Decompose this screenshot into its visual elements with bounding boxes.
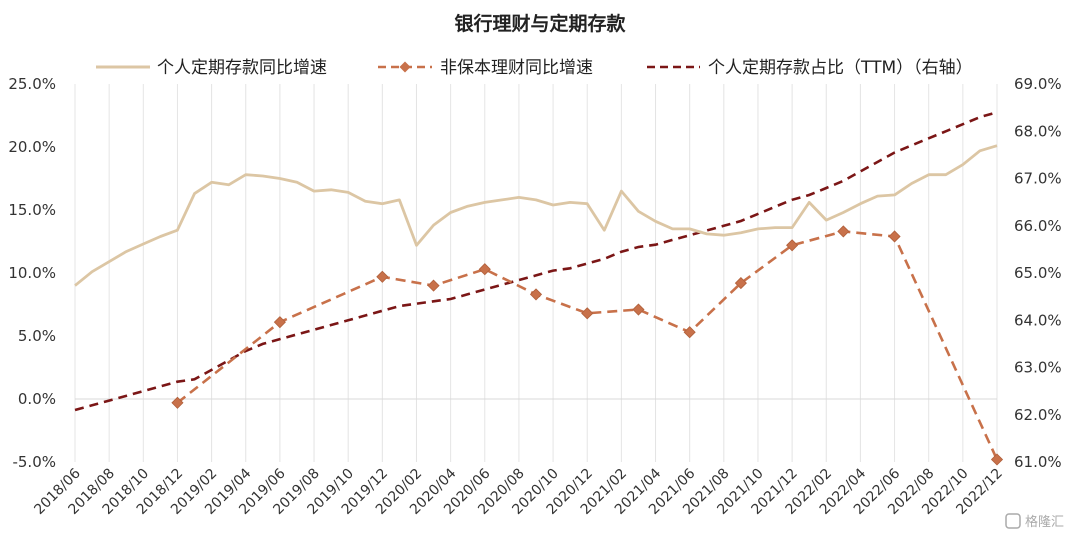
y-left-tick-label: 10.0% bbox=[8, 264, 56, 282]
series-point-wealth-growth bbox=[581, 307, 594, 320]
series-line-deposit-share bbox=[74, 111, 998, 412]
series-line-wealth-growth bbox=[176, 230, 999, 461]
y-left-tick-label: 20.0% bbox=[8, 138, 56, 156]
y-left-tick-label: 25.0% bbox=[8, 75, 56, 93]
y-right-tick-label: 69.0% bbox=[1014, 75, 1062, 93]
y-right-tick-label: 68.0% bbox=[1014, 122, 1062, 140]
watermark-text: 格隆汇 bbox=[1025, 514, 1064, 530]
legend: 个人定期存款同比增速 非保本理财同比增速 个人定期存款占比（TTM）（右轴） bbox=[96, 58, 973, 78]
y-left-tick-label: 15.0% bbox=[8, 201, 56, 219]
legend-label-deposit-share: 个人定期存款占比（TTM）（右轴） bbox=[708, 58, 973, 78]
y-right-tick-label: 63.0% bbox=[1014, 359, 1062, 377]
y-right-tick-label: 67.0% bbox=[1014, 170, 1062, 188]
x-axis: 2018/062018/082018/102018/122019/022019/… bbox=[31, 465, 1005, 518]
series-point-wealth-growth bbox=[683, 326, 696, 339]
series-point-wealth-growth bbox=[376, 270, 389, 283]
series-point-wealth-growth bbox=[529, 288, 543, 301]
y-left-tick-label: -5.0% bbox=[12, 453, 56, 471]
series-point-wealth-growth bbox=[171, 396, 184, 409]
series-point-wealth-growth bbox=[888, 230, 901, 243]
series-point-wealth-growth bbox=[427, 279, 440, 292]
y-right-tick-label: 65.0% bbox=[1014, 264, 1062, 282]
series-layer bbox=[74, 111, 1004, 466]
series-point-wealth-growth bbox=[837, 225, 850, 238]
grid bbox=[74, 84, 998, 462]
y-right-tick-label: 66.0% bbox=[1014, 217, 1062, 235]
series-point-wealth-growth bbox=[632, 303, 645, 316]
series-point-wealth-growth bbox=[273, 316, 286, 329]
series-point-wealth-growth bbox=[786, 239, 799, 252]
legend-label-wealth-growth: 非保本理财同比增速 bbox=[440, 58, 593, 78]
y-right-tick-label: 64.0% bbox=[1014, 311, 1062, 329]
legend-marker-wealth-growth bbox=[399, 61, 411, 73]
legend-label-deposit-growth: 个人定期存款同比增速 bbox=[157, 58, 327, 78]
y-axis-right: 61.0% 62.0% 63.0% 64.0% 65.0% 66.0% 67.0% 68.0%… bbox=[1014, 75, 1062, 471]
watermark: 格隆汇 bbox=[1005, 513, 1064, 530]
series-point-wealth-growth bbox=[990, 453, 1004, 466]
y-axis-left: -5.0% 0.0% 5.0% 10.0% 15.0% 20.0% 25.0% bbox=[8, 75, 56, 471]
watermark-logo-icon bbox=[1005, 513, 1021, 529]
y-right-tick-label: 61.0% bbox=[1014, 453, 1062, 471]
y-left-tick-label: 0.0% bbox=[18, 390, 56, 408]
series-point-wealth-growth bbox=[734, 277, 747, 290]
y-left-tick-label: 5.0% bbox=[18, 327, 56, 345]
series-point-wealth-growth bbox=[478, 263, 491, 276]
chart-title: 银行理财与定期存款 bbox=[454, 12, 626, 35]
y-right-tick-label: 62.0% bbox=[1014, 406, 1062, 424]
series-line-deposit-growth bbox=[74, 144, 998, 287]
